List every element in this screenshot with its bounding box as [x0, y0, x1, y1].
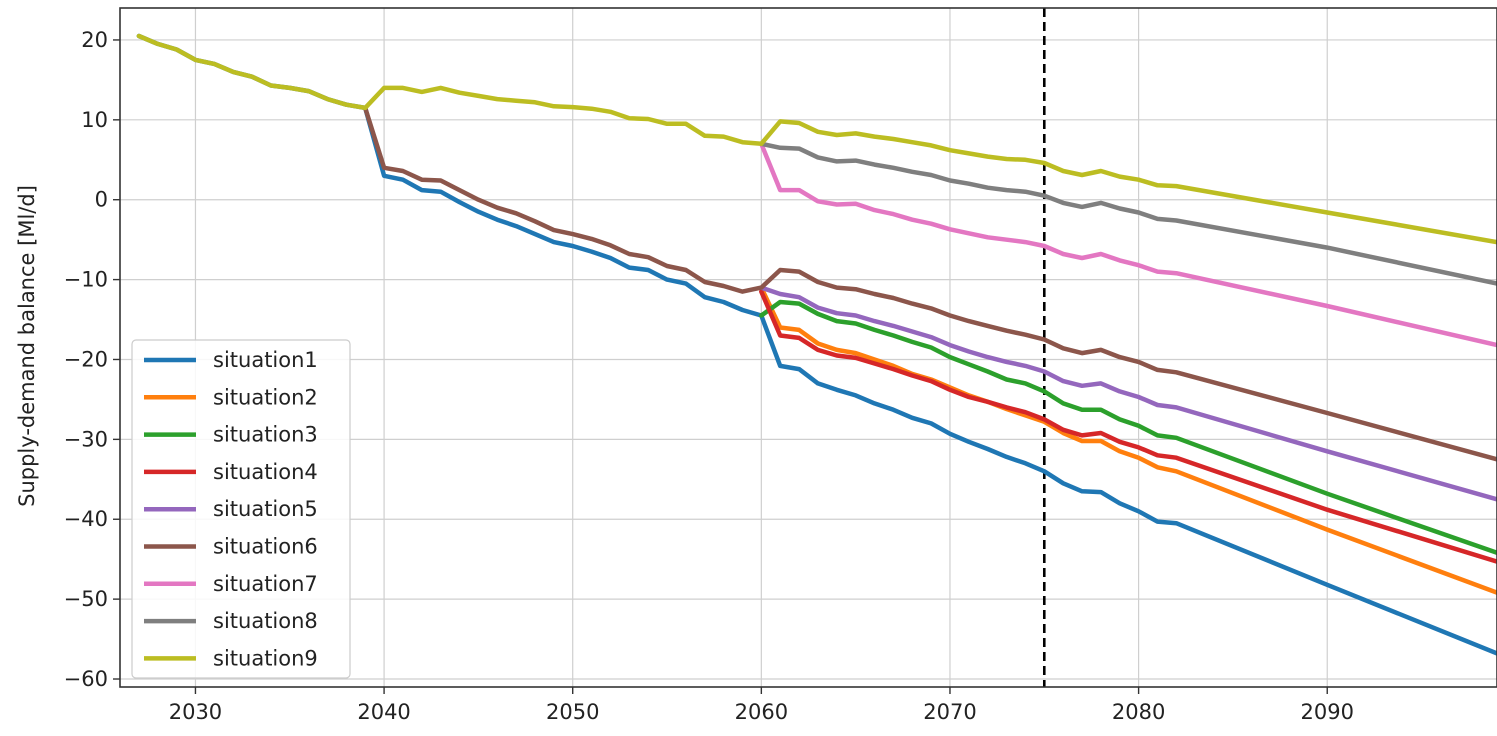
y-axis-label: Supply-demand balance [Ml/d]: [15, 185, 39, 507]
legend-label-situation2: situation2: [213, 385, 318, 409]
series-line-situation4: [759, 289, 1497, 564]
series-line-situation9: [136, 33, 1497, 245]
y-tick-label: 0: [95, 188, 108, 212]
legend-label-situation5: situation5: [213, 497, 318, 521]
y-axis-ticks: 20 10 0 −10 −20 −30 −40 −50 −60: [64, 28, 120, 691]
legend-items: situation1 situation2 situation3 situation4…: [144, 348, 318, 670]
legend-label-situation4: situation4: [213, 460, 318, 484]
legend: situation1 situation2 situation3 situation4…: [131, 339, 351, 679]
legend-label-situation9: situation9: [213, 646, 318, 670]
x-tick-label: 2050: [546, 700, 599, 724]
legend-label-situation6: situation6: [213, 535, 318, 559]
series-line-situation3: [759, 299, 1497, 556]
series-lines: [136, 33, 1497, 656]
x-tick-label: 2060: [735, 700, 788, 724]
y-tick-label: −30: [64, 427, 108, 451]
legend-label-situation8: situation8: [213, 609, 318, 633]
y-tick-label: −50: [64, 587, 108, 611]
y-tick-label: 20: [81, 28, 108, 52]
x-tick-label: 2070: [923, 700, 976, 724]
x-tick-label: 2090: [1301, 700, 1354, 724]
y-tick-label: 10: [81, 108, 108, 132]
x-tick-label: 2040: [357, 700, 410, 724]
legend-label-situation7: situation7: [213, 572, 318, 596]
series-line-situation2: [759, 285, 1497, 595]
legend-label-situation3: situation3: [213, 423, 318, 447]
series-line-situation7: [759, 141, 1497, 348]
y-tick-label: −40: [64, 507, 108, 531]
series-line-situation8: [759, 141, 1497, 286]
x-tick-label: 2030: [169, 700, 222, 724]
plot-area-frame: [119, 7, 1497, 688]
legend-label-situation1: situation1: [213, 348, 318, 372]
series-line-situation6: [362, 105, 1497, 462]
series-line-situation5: [759, 285, 1497, 502]
y-tick-label: −10: [64, 268, 108, 292]
x-axis-ticks: 2030 2040 2050 2060 2070 2080 2090: [169, 687, 1354, 724]
y-tick-label: −60: [64, 667, 108, 691]
x-tick-label: 2080: [1112, 700, 1165, 724]
legend-box: [131, 339, 351, 679]
y-tick-label: −20: [64, 347, 108, 371]
